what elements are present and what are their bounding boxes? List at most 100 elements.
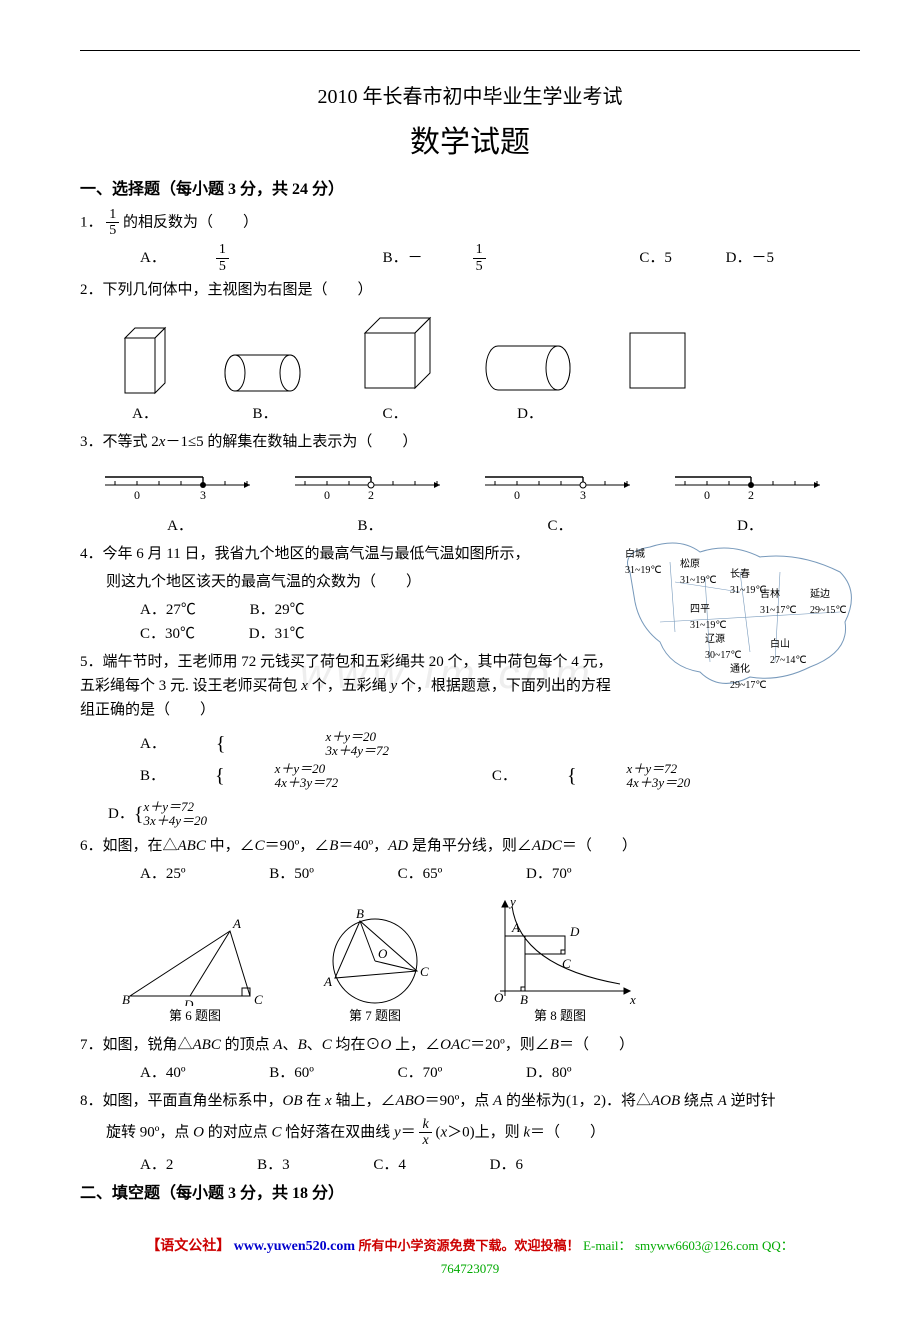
square-icon (620, 328, 690, 398)
q7-options: A．40º B．60º C．70º D．80º (140, 1061, 860, 1085)
question-2: 2．下列几何体中，主视图为右图是（ ） (80, 278, 860, 302)
q7-opt-a: A．40º (140, 1061, 185, 1085)
q5-opt-b: B．{x＋y＝204x＋3y＝72 (140, 760, 438, 792)
q8-opt-c: C．4 (373, 1153, 406, 1177)
q1-opt-a: A．15 (140, 242, 329, 274)
svg-text:B: B (122, 992, 130, 1006)
q6-opt-d: D．70º (526, 862, 571, 886)
svg-text:B: B (520, 992, 528, 1006)
q3-line-D: 02D． (670, 460, 830, 538)
map-region-label: 辽源30~17℃ (705, 632, 742, 664)
cube-icon (350, 308, 440, 398)
fig6-caption: 第 6 题图 (120, 1006, 270, 1027)
numberline-C: 03 (480, 460, 640, 510)
q1-opt-b: B．－15 (383, 242, 586, 274)
q8-options: A．2 B．3 C．4 D．6 (140, 1153, 860, 1177)
svg-text:2: 2 (748, 488, 754, 502)
question-8-line2: 旋转 90º，点 O 的对应点 C 恰好落在双曲线 y＝ kx (x＞0)上，则… (106, 1117, 860, 1149)
hyperbola-icon: y x O A B C D (480, 896, 640, 1006)
numberline-D: 02 (670, 460, 830, 510)
page-footer: 【语文公社】 www.yuwen520.com 所有中小学资源免费下载。欢迎投稿… (80, 1236, 860, 1281)
exam-subtitle: 2010 年长春市初中毕业生学业考试 (80, 81, 860, 113)
fig-8: y x O A B C D 第 8 题图 (480, 896, 640, 1027)
footer-url: www.yuwen520.com (234, 1239, 355, 1254)
q2-shapes-row: A． B． C． D． (110, 308, 860, 426)
svg-text:B: B (356, 906, 364, 921)
svg-text:D: D (569, 924, 580, 939)
rect-prism-icon (110, 318, 180, 398)
q3-line-A: 03A． (100, 460, 260, 538)
svg-text:y: y (508, 896, 516, 909)
question-8-line1: 8．如图，平面直角坐标系中，OB 在 x 轴上，∠ABO＝90º，点 A 的坐标… (80, 1089, 860, 1113)
q6-opt-b: B．50º (269, 862, 314, 886)
footer-email: smyww6603@126.com (635, 1238, 759, 1253)
footer-brand: 【语文公社】 (146, 1239, 230, 1254)
svg-text:0: 0 (514, 488, 520, 502)
map-region-label: 延边29~15℃ (810, 587, 847, 619)
q2-shape-a: A． (110, 318, 180, 426)
top-rule (80, 50, 860, 51)
svg-text:O: O (378, 946, 388, 961)
q6-options: A．25º B．50º C．65º D．70º (140, 862, 860, 886)
svg-text:A: A (232, 916, 241, 931)
q5-opt-a: A．{x＋y＝203x＋4y＝72 (140, 728, 489, 760)
svg-text:A: A (323, 974, 332, 989)
svg-text:2: 2 (368, 488, 374, 502)
svg-text:A: A (511, 920, 520, 935)
map-region-label: 吉林31~17℃ (760, 587, 797, 619)
fig-6: A B C D 第 6 题图 (120, 916, 270, 1027)
q7-opt-b: B．60º (269, 1061, 314, 1085)
svg-text:x: x (629, 992, 636, 1006)
q8-opt-a: A．2 (140, 1153, 173, 1177)
svg-text:0: 0 (324, 488, 330, 502)
svg-text:3: 3 (580, 488, 586, 502)
q7-opt-c: C．70º (398, 1061, 443, 1085)
svg-text:C: C (254, 992, 263, 1006)
q3-line-C: 03C． (480, 460, 640, 538)
map-region-label: 四平31~19℃ (690, 602, 727, 634)
map-figure: 白城31~19℃松原31~19℃长春31~19℃吉林31~17℃延边29~15℃… (610, 532, 870, 702)
q2-label-b: B． (220, 402, 310, 426)
q1-options: A．15 B．－15 C．5 D．－5 (140, 242, 860, 274)
q8-opt-b: B．3 (257, 1153, 290, 1177)
q1-suffix: 的相反数为（ ） (123, 214, 258, 230)
q2-shape-ref (620, 328, 690, 426)
q2-shape-b: B． (220, 348, 310, 426)
q3-line-B: 02B． (290, 460, 450, 538)
q2-label-a: A． (110, 402, 180, 426)
q1-fraction: 15 (106, 207, 119, 239)
numberline-A: 03 (100, 460, 260, 510)
q2-shape-c: C． (350, 308, 440, 426)
figures-row: A B C D 第 6 题图 B A C O 第 7 题图 (120, 896, 860, 1027)
question-4-wrap: 白城31~19℃松原31~19℃长春31~19℃吉林31~17℃延边29~15℃… (80, 542, 860, 722)
q1-opt-d: D．－5 (726, 246, 774, 270)
fig7-caption: 第 7 题图 (310, 1006, 440, 1027)
cylinder-h-icon (220, 348, 310, 398)
map-region-label: 白山27~14℃ (770, 637, 807, 669)
question-1: 1． 15 的相反数为（ ） (80, 207, 860, 239)
svg-text:D: D (183, 997, 194, 1006)
svg-text:0: 0 (704, 488, 710, 502)
q5-opt-c: C．{x＋y＝724x＋3y＝20 (492, 760, 790, 792)
q8-opt-d: D．6 (490, 1153, 523, 1177)
question-3: 3．不等式 2x－1≤5 的解集在数轴上表示为（ ） (80, 430, 860, 454)
q3-numberlines: 03A．02B．03C．02D． (100, 460, 860, 538)
section-2-heading: 二、填空题（每小题 3 分，共 18 分） (80, 1181, 860, 1207)
svg-text:0: 0 (134, 488, 140, 502)
q6-opt-a: A．25º (140, 862, 185, 886)
svg-text:C: C (562, 956, 571, 971)
map-region-label: 白城31~19℃ (625, 547, 662, 579)
question-6: 6．如图，在△ABC 中，∠C＝90º，∠B＝40º，AD 是角平分线，则∠AD… (80, 834, 860, 858)
question-5: 5．端午节时，王老师用 72 元钱买了荷包和五彩绳共 20 个，其中荷包每个 4… (80, 650, 620, 722)
q7-opt-d: D．80º (526, 1061, 571, 1085)
footer-qq: 764723079 (441, 1261, 500, 1276)
q2-label-c: C． (350, 402, 440, 426)
footer-email-label: E-mail： (583, 1238, 631, 1253)
q5-opt-d-row: D．{x＋y＝723x＋4y＝20 (108, 798, 860, 830)
triangle-6-icon: A B C D (120, 916, 270, 1006)
q2-shape-d: D． (480, 338, 580, 426)
footer-mid: 所有中小学资源免费下载。欢迎投稿！ (359, 1238, 580, 1253)
fig8-caption: 第 8 题图 (480, 1006, 640, 1027)
q4-opt-a: A．27℃ (140, 598, 196, 622)
q4-opt-c: C．30℃ (140, 622, 195, 646)
